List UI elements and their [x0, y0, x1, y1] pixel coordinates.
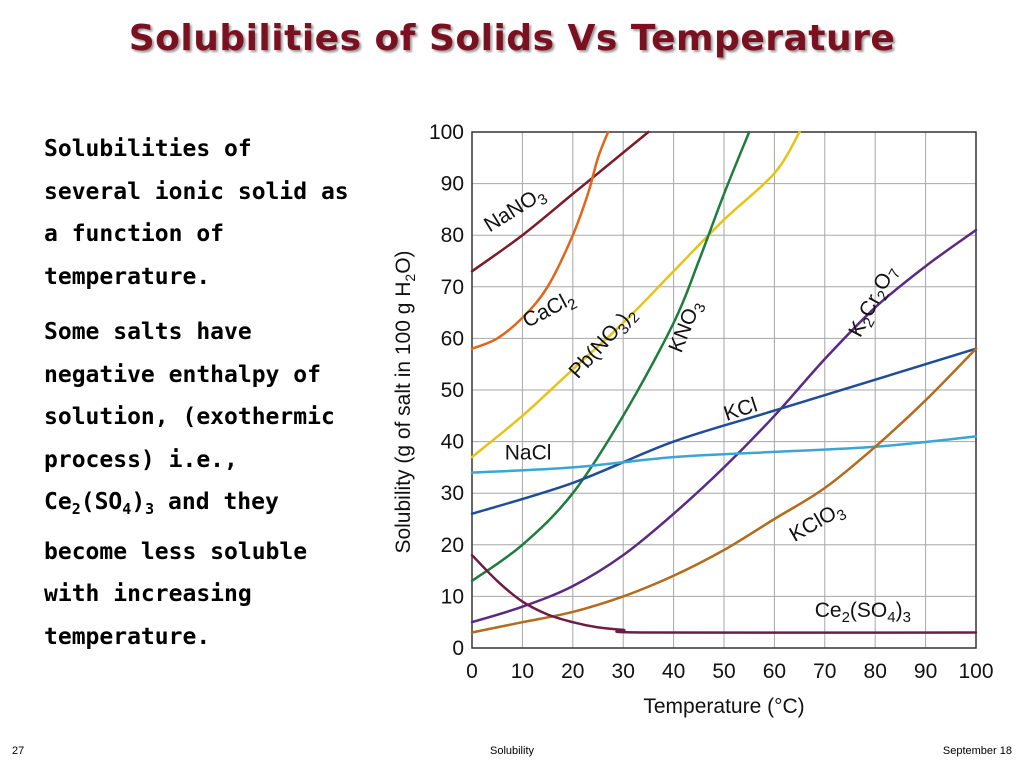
x-tick-label: 30	[612, 660, 635, 683]
y-tick-label: 100	[429, 121, 464, 144]
text-line: several ionic solid as	[44, 178, 349, 205]
footer-page-number: 27	[12, 745, 25, 757]
series-label-part: (SO	[850, 599, 887, 622]
x-tick-label: 10	[511, 660, 534, 683]
y-label-part: O)	[392, 250, 415, 273]
x-tick-label: 100	[958, 660, 993, 683]
x-tick-label: 40	[662, 660, 685, 683]
series-label-ce2-so4-3: Ce2(SO4)3	[815, 599, 911, 626]
y-tick-label: 80	[441, 224, 464, 247]
footer-date: September 18	[942, 745, 1012, 757]
slide-title: Solubilities of Solids Vs Temperature	[128, 18, 896, 59]
series-label-subscript: 4	[887, 609, 895, 626]
y-tick-label: 40	[441, 431, 464, 454]
series-line-nacl	[470, 435, 978, 474]
y-tick-label: 60	[441, 327, 464, 350]
series-label-k2cr2o7: K2Cr2O7	[844, 261, 904, 342]
footer-topic: Solubility	[489, 745, 535, 757]
y-tick-label: 10	[441, 585, 464, 608]
plot-frame	[471, 131, 977, 649]
series-label-pb-no3-2: Pb(NO3)2	[564, 302, 643, 385]
text-line: with increasing	[44, 581, 252, 607]
series-label-part: KCl	[721, 393, 760, 425]
formula-line: Ce2(SO4)3 and they	[44, 481, 344, 531]
y-tick-label: 90	[441, 173, 464, 196]
formula-part: )	[131, 489, 146, 515]
series-label-part: Pb(NO	[564, 320, 624, 383]
series-label-part: Ce	[815, 599, 842, 622]
y-tick-label: 0	[452, 637, 464, 660]
series-label-part: NaNO	[480, 186, 542, 236]
chart-grid	[471, 131, 977, 649]
text-line: process) i.e.,	[44, 446, 238, 473]
series-label-kcl: KCl	[721, 393, 760, 425]
y-tick-label: 70	[441, 276, 464, 299]
series-label-subscript: 2	[842, 609, 850, 626]
text-line: Solubilities of	[44, 136, 252, 162]
body-text: Solubilities of several ionic solid as a…	[44, 128, 349, 658]
paragraph-negative-enthalpy: Some salts have negative enthalpy of sol…	[44, 311, 344, 658]
series-line-kno3	[470, 130, 751, 583]
x-tick-label: 50	[712, 660, 735, 683]
chart-ticks: 0 10 20 30 40 50 60 70 80 90 100 0 10 20 30 40 50 60 70 80 9…	[429, 121, 994, 683]
chart-series	[470, 130, 978, 634]
x-tick-label: 70	[813, 660, 836, 683]
series-label-subscript: 3	[903, 609, 911, 626]
x-tick-label: 0	[466, 660, 478, 683]
formula-part: (SO	[80, 489, 123, 515]
formula-subscript: 4	[122, 500, 132, 518]
paragraph-intro: Solubilities of several ionic solid as a…	[44, 128, 349, 298]
y-axis-label: Solubility (g of salt in 100 g H2O)	[392, 250, 418, 553]
x-tick-label: 80	[864, 660, 887, 683]
y-label-part: Solubility (g of salt in 100 g H	[392, 282, 415, 554]
text-line: temperature.	[44, 263, 211, 290]
series-line-k2cr2o7	[470, 228, 978, 624]
text-line: temperature.	[44, 623, 211, 650]
formula-rest: and they	[154, 489, 279, 515]
text-line: Some salts have	[44, 319, 252, 345]
text-line: solution, (exothermic	[44, 404, 335, 430]
formula-subscript: 2	[71, 500, 81, 518]
solubility-chart: 0 10 20 30 40 50 60 70 80 90 100 0 10 20 30 40 50 60 70 80 9…	[392, 121, 994, 718]
y-label-subscript: 2	[402, 274, 418, 282]
x-axis-label: Temperature (°C)	[643, 695, 804, 718]
series-label-cacl2: CaCl2	[519, 286, 580, 336]
y-tick-label: 50	[441, 379, 464, 402]
y-tick-label: 30	[441, 482, 464, 505]
series-label-part: NaCl	[505, 442, 552, 465]
series-label-nano3: NaNO3	[480, 182, 551, 240]
series-label-nacl: NaCl	[505, 442, 552, 465]
series-label-part: CaCl	[519, 290, 571, 332]
formula-part: Ce	[44, 489, 72, 515]
text-line: negative enthalpy of	[44, 361, 321, 388]
series-line-ce2-so4-3	[470, 553, 978, 634]
formula-subscript: 3	[145, 500, 155, 518]
series-line-kcl	[470, 347, 978, 516]
x-tick-label: 60	[763, 660, 786, 683]
x-tick-label: 20	[561, 660, 584, 683]
x-tick-label: 90	[914, 660, 937, 683]
y-tick-label: 20	[441, 534, 464, 557]
series-label-part: )	[896, 599, 903, 622]
series-label-part: KNO	[664, 305, 702, 356]
series-line-cacl2	[470, 130, 610, 350]
series-line-nano3	[470, 130, 650, 273]
text-line: a function of	[44, 221, 225, 247]
text-line: become less soluble	[44, 538, 308, 565]
series-line-kclo3	[470, 347, 978, 634]
series-line-pb-no3-2	[470, 130, 801, 459]
series-label-kclo3: KClO3	[786, 497, 850, 550]
